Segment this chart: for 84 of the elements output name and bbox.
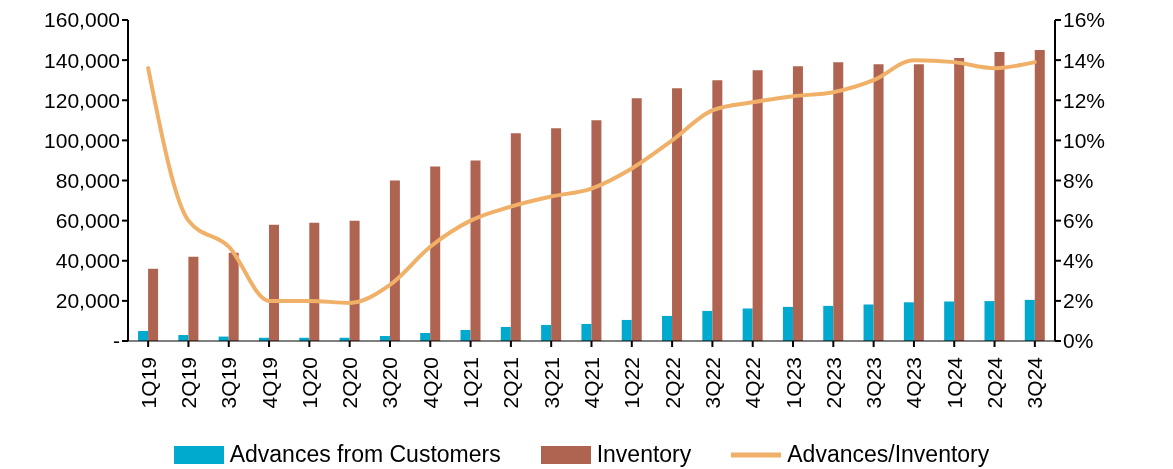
bar bbox=[430, 166, 441, 341]
bar bbox=[188, 256, 199, 341]
bar bbox=[873, 64, 884, 341]
x-tick-label: 2Q24 bbox=[983, 356, 1007, 409]
bar bbox=[470, 160, 481, 341]
y2-tick-label: 0% bbox=[1063, 329, 1094, 353]
bar bbox=[621, 319, 632, 341]
legend-label: Advances from Customers bbox=[228, 441, 501, 468]
bar bbox=[510, 133, 521, 341]
y-tick-label: 100,000 bbox=[44, 128, 120, 152]
bar bbox=[903, 302, 914, 341]
y2-tick-label: 4% bbox=[1063, 249, 1094, 273]
x-tick-label: 2Q22 bbox=[660, 357, 684, 409]
x-tick-label: 2Q19 bbox=[176, 357, 200, 409]
x-tick-label: 4Q21 bbox=[580, 357, 603, 409]
x-tick-label: 4Q19 bbox=[257, 357, 281, 409]
x-tick-label: 3Q22 bbox=[700, 357, 724, 409]
y-tick-label: 80,000 bbox=[55, 168, 120, 192]
x-tick-label: 2Q20 bbox=[338, 357, 362, 409]
y-tick-label: 20,000 bbox=[55, 289, 120, 313]
bar bbox=[913, 64, 924, 341]
x-tick-label: 3Q19 bbox=[217, 357, 241, 409]
bar bbox=[712, 80, 723, 341]
x-tick-label: 3Q20 bbox=[378, 357, 402, 409]
bar bbox=[591, 120, 602, 341]
bar bbox=[268, 224, 279, 341]
x-tick-label: 1Q24 bbox=[942, 356, 966, 409]
bar bbox=[460, 329, 471, 341]
bar bbox=[742, 308, 753, 341]
bar bbox=[500, 326, 511, 341]
bar bbox=[631, 98, 642, 341]
y-tick-label: 160,000 bbox=[44, 8, 120, 32]
y2-tick-label: 6% bbox=[1063, 209, 1094, 233]
bar bbox=[389, 180, 400, 341]
legend-label: Inventory bbox=[595, 441, 692, 468]
bar bbox=[863, 304, 874, 341]
bar bbox=[752, 70, 763, 341]
x-tick-label: 1Q20 bbox=[297, 357, 321, 409]
y2-tick-label: 16% bbox=[1063, 8, 1106, 32]
bar bbox=[792, 66, 803, 341]
bar bbox=[662, 315, 673, 341]
bar bbox=[541, 324, 552, 341]
x-tick-label: 3Q23 bbox=[862, 357, 886, 409]
x-tick-label: 3Q24 bbox=[1023, 356, 1047, 409]
bar bbox=[349, 220, 360, 341]
x-tick-label: 1Q19 bbox=[136, 357, 160, 409]
x-tick-label: 4Q20 bbox=[418, 357, 442, 409]
y2-tick-label: 12% bbox=[1063, 88, 1106, 112]
x-tick-label: 4Q23 bbox=[902, 357, 926, 409]
x-tick-label: 1Q23 bbox=[781, 357, 805, 409]
bar bbox=[228, 252, 239, 341]
y-tick-label: - bbox=[113, 329, 120, 353]
line-series bbox=[146, 58, 1037, 305]
bar bbox=[581, 323, 592, 341]
bar bbox=[944, 301, 955, 341]
bar bbox=[551, 128, 562, 341]
y-tick-label: 140,000 bbox=[44, 48, 120, 72]
y2-tick-label: 14% bbox=[1063, 48, 1106, 72]
y2-tick-label: 8% bbox=[1063, 168, 1094, 192]
bar bbox=[994, 52, 1005, 341]
bar bbox=[672, 88, 683, 341]
y-tick-label: 40,000 bbox=[55, 249, 120, 273]
y2-tick-label: 2% bbox=[1063, 289, 1094, 313]
y-tick-label: 120,000 bbox=[44, 88, 120, 112]
bar bbox=[138, 330, 149, 341]
bar bbox=[954, 58, 965, 341]
bar bbox=[309, 222, 320, 341]
x-tick-label: 4Q22 bbox=[741, 357, 765, 409]
x-tick-label: 3Q21 bbox=[539, 357, 563, 409]
bar bbox=[702, 310, 713, 341]
bar bbox=[984, 301, 995, 341]
x-tick-label: 2Q21 bbox=[499, 357, 523, 409]
legend-label: Advances/Inventory bbox=[786, 441, 990, 468]
y2-tick-label: 10% bbox=[1063, 128, 1106, 152]
bar bbox=[1024, 299, 1035, 341]
x-tick-label: 2Q23 bbox=[821, 357, 845, 409]
bar bbox=[1034, 50, 1045, 341]
bar bbox=[782, 306, 793, 341]
bar bbox=[833, 62, 844, 341]
y-tick-label: 60,000 bbox=[55, 209, 120, 233]
bar bbox=[148, 268, 159, 341]
x-tick-label: 1Q21 bbox=[459, 357, 483, 409]
x-tick-label: 1Q22 bbox=[620, 357, 644, 409]
bar bbox=[823, 305, 834, 341]
